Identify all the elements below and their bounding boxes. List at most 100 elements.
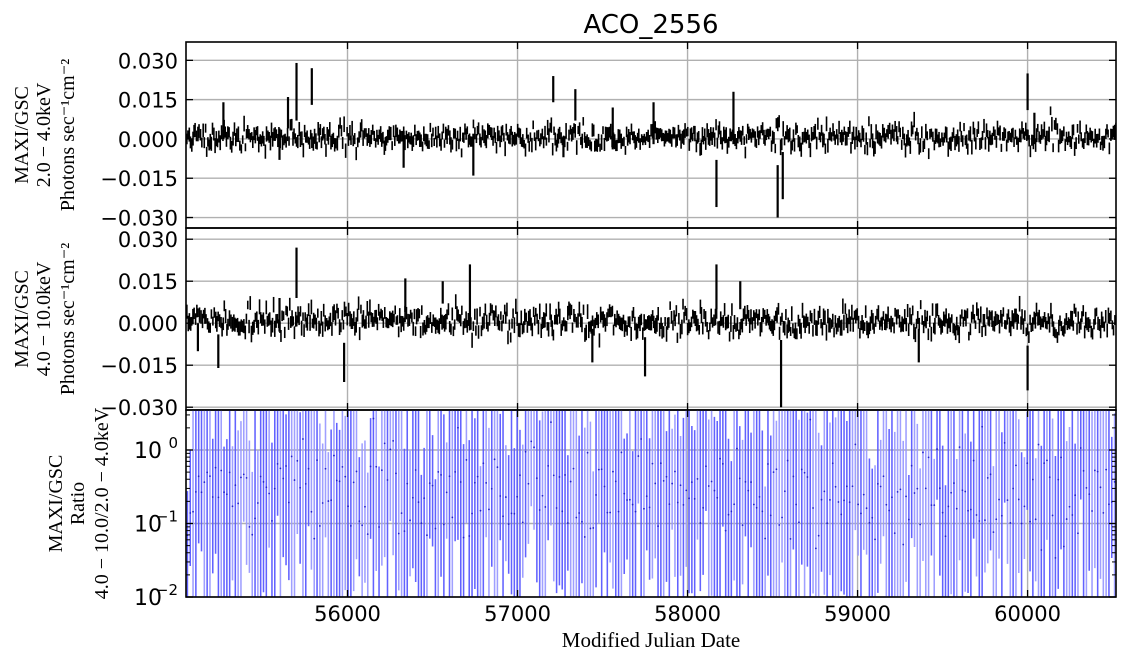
ratio-point: [671, 482, 674, 485]
ratio-point: [851, 485, 854, 488]
ratio-point: [223, 491, 225, 494]
ratio-point: [1034, 518, 1037, 521]
y-axis-label-line: 4.0 − 10.0/2.0 − 4.0keV: [91, 407, 113, 599]
ratio-point: [857, 503, 860, 506]
ratio-point: [865, 507, 868, 510]
ratio-point: [719, 457, 721, 460]
ratio-point: [352, 481, 355, 484]
ratio-point: [1071, 514, 1074, 516]
ratio-point: [837, 501, 840, 503]
y-axis-label-line: Ratio: [67, 482, 89, 525]
ratio-point: [961, 489, 964, 492]
ratio-point: [809, 418, 812, 421]
ratio-point: [958, 446, 961, 449]
ratio-point: [271, 519, 273, 522]
x-tick-label: 59000: [824, 602, 891, 626]
panel-middle: 0.030 0.015 0.000 −0.015 −0.030 MAXI/GSC 4.0 −…: [11, 227, 1117, 420]
ratio-point: [566, 522, 569, 524]
ratio-point: [659, 462, 662, 465]
ratio-point: [242, 473, 245, 476]
ratio-point: [710, 480, 713, 483]
ratio-point: [1085, 486, 1088, 489]
ratio-point: [1029, 520, 1031, 523]
ratio-point: [1096, 470, 1099, 473]
ratio-point: [451, 516, 454, 519]
ratio-point: [998, 498, 1000, 501]
ratio-point: [795, 503, 798, 506]
y-axis-label-line: MAXI/GSC: [11, 270, 33, 368]
y-tick-label: 10: [134, 439, 162, 464]
ratio-point: [879, 485, 882, 488]
ratio-point: [1020, 522, 1023, 525]
ratio-point: [845, 485, 848, 488]
ratio-point: [640, 438, 643, 440]
panel-top: 0.030 0.015 0.000 −0.015 −0.030 MAXI/GSC 2.0 −…: [11, 41, 1117, 231]
ratio-point: [485, 482, 488, 484]
ratio-point: [727, 513, 730, 516]
ratio-point: [569, 480, 572, 483]
ratio-point: [690, 481, 693, 484]
ratio-point: [434, 527, 437, 530]
ratio-point: [521, 521, 524, 524]
axis-ticks: [186, 410, 1116, 598]
ratio-point: [716, 496, 719, 499]
x-tick-label: 56000: [314, 602, 381, 626]
ratio-point: [423, 497, 426, 500]
ratio-point: [406, 482, 409, 485]
y-tick-labels: 0.030 0.015 0.000 −0.015 −0.030: [100, 228, 178, 420]
ratio-point: [992, 531, 995, 534]
ratio-point: [395, 472, 397, 475]
ratio-point: [645, 495, 648, 498]
ratio-point: [761, 510, 764, 513]
ratio-point: [251, 533, 254, 536]
ratio-point: [1003, 442, 1006, 444]
ratio-point: [409, 519, 411, 522]
ratio-point: [964, 490, 967, 493]
ratio-point: [414, 469, 417, 471]
ratio-point: [378, 526, 380, 528]
ratio-point: [1088, 493, 1091, 496]
ratio-point: [989, 473, 992, 476]
ratio-point: [972, 459, 975, 462]
ratio-point: [321, 502, 324, 504]
ratio-point: [702, 506, 705, 509]
ratio-point: [338, 480, 341, 483]
ratio-point: [1009, 522, 1012, 524]
ratio-point: [688, 497, 690, 500]
ratio-point: [893, 532, 896, 535]
ratio-point: [589, 527, 592, 530]
y-axis-label-line: Photons sec⁻¹cm⁻²: [57, 59, 79, 212]
ratio-point: [533, 446, 535, 449]
y-tick-label: 0.000: [118, 312, 178, 336]
ratio-point: [626, 499, 628, 501]
ratio-point: [984, 519, 986, 522]
ratio-point: [643, 507, 645, 510]
ratio-point: [1012, 487, 1015, 490]
ratio-point: [685, 489, 688, 492]
ratio-point: [902, 543, 905, 546]
ratio-point: [595, 494, 597, 496]
chart-title: ACO_2556: [583, 10, 718, 40]
ratio-point: [736, 447, 738, 450]
x-tick-label: 57000: [484, 602, 551, 626]
ratio-point: [922, 451, 924, 454]
ratio-point: [431, 484, 434, 487]
ratio-point: [657, 525, 659, 528]
ratio-point: [544, 506, 547, 508]
y-axis-label-line: Photons sec⁻¹cm⁻²: [57, 243, 79, 396]
ratio-point: [814, 547, 817, 550]
ratio-point: [462, 536, 465, 539]
ratio-point: [502, 515, 504, 518]
ratio-point: [665, 475, 668, 478]
ratio-point: [256, 502, 259, 504]
ratio-point: [561, 510, 564, 513]
ratio-point: [885, 503, 888, 506]
ratio-point: [383, 442, 386, 445]
ratio-point: [535, 477, 538, 480]
ratio-point: [296, 459, 299, 462]
y-tick-label: −0.030: [100, 207, 178, 231]
ratio-point: [558, 476, 561, 478]
ratio-point: [871, 516, 874, 519]
ratio-point: [1043, 462, 1046, 464]
